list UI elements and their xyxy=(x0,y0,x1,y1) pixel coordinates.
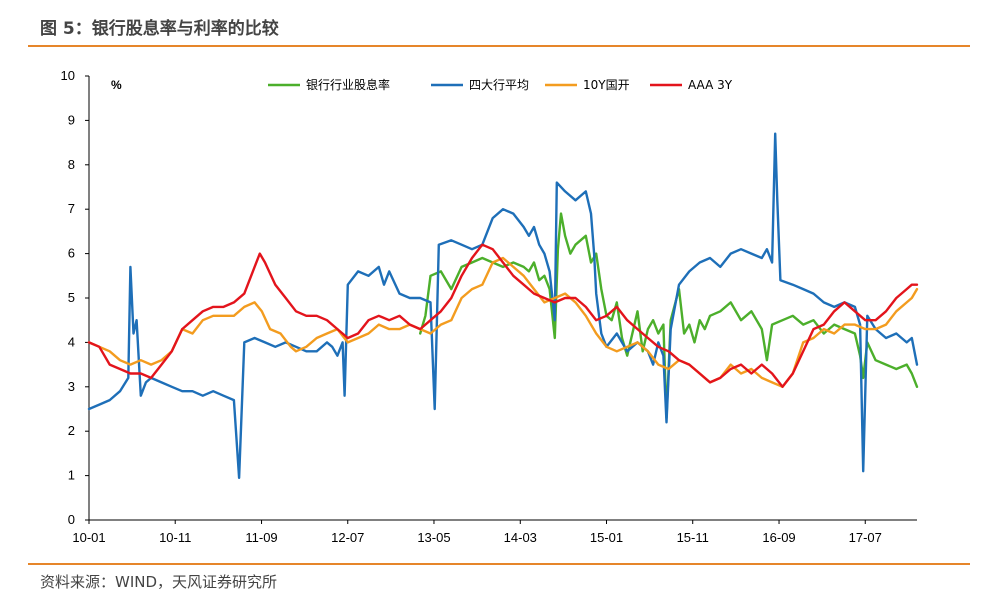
y-axis: 0 1 2 3 4 5 6 7 8 9 10 xyxy=(61,68,90,527)
line-chart: 0 1 2 3 4 5 6 7 8 9 10 10-01 10-11 11-09 12-07 13-05 14… xyxy=(61,68,919,545)
x-tick-label: 16-09 xyxy=(762,530,795,545)
y-tick-label: 6 xyxy=(68,246,75,261)
legend: 银行行业股息率 四大行平均 10Y国开 AAA 3Y xyxy=(268,77,733,92)
y-tick-label: 1 xyxy=(68,468,75,483)
legend-label-4: AAA 3Y xyxy=(688,78,733,92)
y-tick-label: 7 xyxy=(68,201,75,216)
y-tick-label: 9 xyxy=(68,112,75,127)
footer-divider xyxy=(28,563,970,565)
y-tick-label: 2 xyxy=(68,423,75,438)
legend-label-3: 10Y国开 xyxy=(583,78,630,92)
y-tick-label: 4 xyxy=(68,334,75,349)
header-divider xyxy=(28,45,970,47)
x-tick-label: 10-01 xyxy=(72,530,105,545)
x-tick-label: 11-09 xyxy=(245,530,277,545)
x-tick-label: 12-07 xyxy=(331,530,364,545)
legend-label-2: 四大行平均 xyxy=(469,78,529,92)
y-tick-label: 5 xyxy=(68,290,75,305)
legend-label-1: 银行行业股息率 xyxy=(306,77,390,92)
x-tick-label: 10-11 xyxy=(159,530,191,545)
y-tick-label: 10 xyxy=(61,68,75,83)
x-tick-label: 14-03 xyxy=(504,530,537,545)
series-line-2 xyxy=(87,132,919,479)
x-tick-label: 13-05 xyxy=(417,530,450,545)
series-line-3 xyxy=(87,256,919,388)
x-tick-label: 15-01 xyxy=(590,530,623,545)
source-note: 资料来源：WIND，天风证券研究所 xyxy=(40,573,278,591)
x-tick-label: 15-11 xyxy=(677,530,709,545)
y-tick-label: 0 xyxy=(68,512,75,527)
y-tick-label: 3 xyxy=(68,379,75,394)
series-line-4 xyxy=(87,243,919,388)
x-axis: 10-01 10-11 11-09 12-07 13-05 14-03 15-01 15-11… xyxy=(72,519,917,545)
y-unit-label: % xyxy=(111,78,122,92)
figure-title: 图 5：银行股息率与利率的比较 xyxy=(40,19,279,39)
x-tick-label: 17-07 xyxy=(849,530,882,545)
y-tick-label: 8 xyxy=(68,157,75,172)
series-layer xyxy=(87,132,919,479)
